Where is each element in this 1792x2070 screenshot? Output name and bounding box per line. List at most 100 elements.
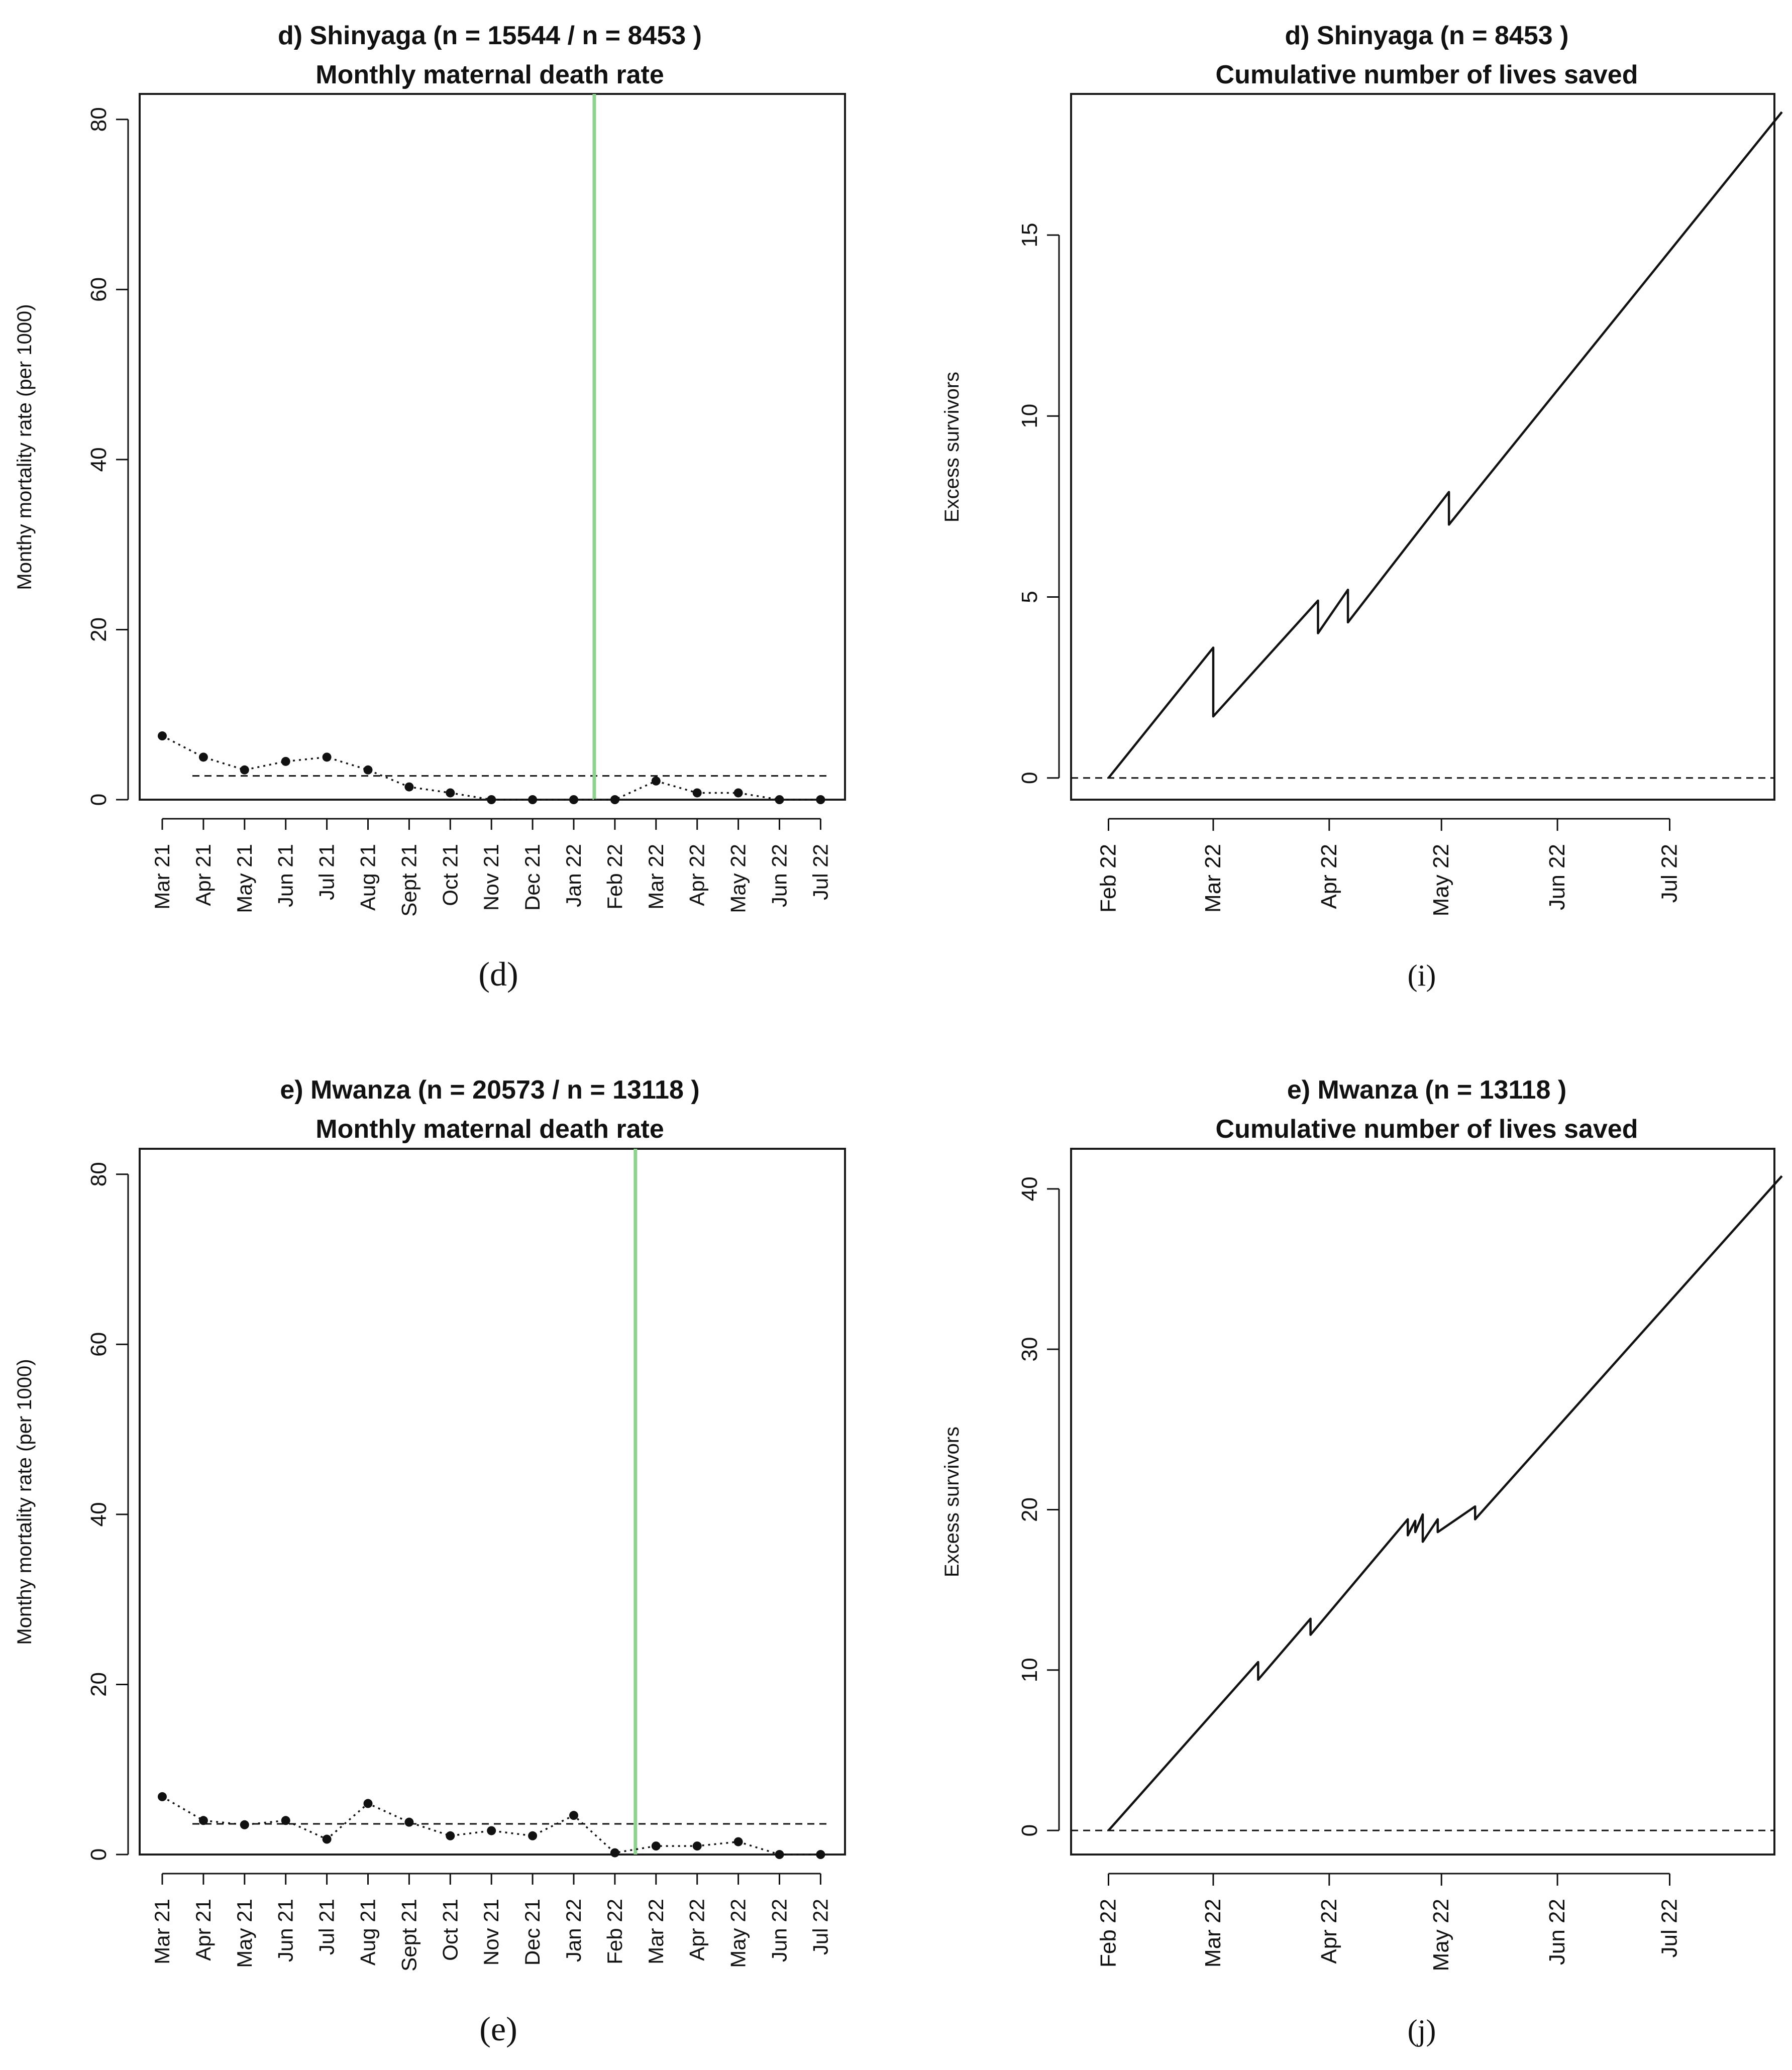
panel-d-plot-area — [158, 94, 830, 804]
data-point — [446, 788, 455, 798]
x-tick-label: Jun 22 — [768, 1899, 791, 1962]
panel-i-caption: (i) — [1408, 959, 1436, 992]
panel-d-plot-frame — [139, 93, 846, 801]
data-point — [610, 1848, 619, 1858]
panel-i-plot-frame — [1070, 93, 1775, 801]
data-point — [692, 788, 702, 798]
panel-d-y-axis: 0 20 40 60 80 — [86, 107, 129, 806]
x-tick-label: May 22 — [726, 844, 750, 913]
panel-i-y-axis: 0 5 10 15 — [1017, 223, 1060, 784]
data-point — [158, 731, 167, 741]
x-tick-label: Feb 22 — [1096, 844, 1120, 913]
y-tick-label: 60 — [86, 1332, 111, 1357]
data-point — [569, 1811, 578, 1820]
x-tick-label: Aug 21 — [356, 844, 380, 911]
data-point — [569, 795, 578, 804]
data-point — [198, 752, 208, 762]
y-tick-label: 0 — [1017, 1824, 1042, 1836]
x-tick-label: Mar 22 — [1201, 844, 1225, 913]
panel-d-caption: (d) — [478, 955, 518, 993]
x-tick-label: Apr 22 — [685, 844, 709, 906]
x-tick-label: Oct 21 — [438, 1899, 462, 1961]
data-point — [363, 1799, 373, 1808]
x-tick-label: Jun 22 — [1545, 844, 1569, 910]
x-tick-label: Dec 21 — [520, 1899, 544, 1966]
x-tick-label: Dec 21 — [520, 844, 544, 911]
data-point — [322, 1834, 332, 1844]
x-tick-label: Aug 21 — [356, 1899, 380, 1966]
panel-j-caption: (j) — [1408, 2014, 1436, 2047]
series-line — [162, 735, 821, 801]
panel-d-shinyaga-mortality: d) Shinyaga (n = 15544 / n = 8453 ) Mont… — [14, 21, 846, 993]
y-tick-label: 10 — [1017, 1658, 1042, 1682]
x-tick-label: Feb 22 — [1096, 1899, 1120, 1968]
panel-i-ylabel: Excess survivors — [941, 372, 963, 522]
panel-i-title: d) Shinyaga (n = 8453 ) — [1285, 21, 1569, 50]
x-tick-label: May 21 — [233, 844, 256, 913]
data-point — [281, 1816, 290, 1825]
data-point — [528, 795, 538, 804]
x-tick-label: Mar 21 — [150, 1899, 174, 1965]
data-point — [240, 765, 249, 775]
panel-d-subtitle: Monthly maternal death rate — [315, 60, 664, 89]
y-tick-label: 40 — [86, 447, 111, 472]
x-tick-label: Apr 22 — [1317, 1899, 1341, 1964]
y-tick-label: 30 — [1017, 1337, 1042, 1362]
x-tick-label: Mar 22 — [644, 1899, 668, 1965]
data-point — [363, 765, 373, 775]
data-point — [733, 1837, 743, 1846]
data-point — [446, 1831, 455, 1840]
x-tick-label: Jul 22 — [808, 844, 832, 900]
data-point — [816, 795, 825, 804]
series-line — [1107, 1175, 1783, 1831]
data-point — [404, 1817, 414, 1827]
y-tick-label: 40 — [86, 1502, 111, 1527]
panel-j-y-axis: 0 10 20 30 40 — [1017, 1176, 1060, 1836]
x-tick-label: Mar 22 — [644, 844, 668, 910]
x-tick-label: Feb 22 — [603, 844, 626, 910]
x-tick-label: Nov 21 — [479, 844, 503, 911]
series-line — [1107, 111, 1783, 779]
x-tick-label: Apr 22 — [685, 1899, 709, 1961]
x-tick-label: May 22 — [1429, 844, 1453, 916]
x-tick-label: Jun 21 — [274, 1899, 297, 1962]
y-tick-label: 40 — [1017, 1176, 1042, 1201]
panel-j-subtitle: Cumulative number of lives saved — [1216, 1115, 1638, 1144]
panel-e-y-axis: 0 20 40 60 80 — [86, 1162, 129, 1861]
y-tick-label: 20 — [86, 1672, 111, 1697]
panel-j-x-axis: Feb 22 Mar 22 Apr 22 May 22 Jun 22 Jul 22 — [1096, 1873, 1681, 1971]
data-point — [775, 795, 784, 804]
y-tick-label: 15 — [1017, 223, 1042, 248]
panel-i-plot-area — [1071, 111, 1783, 779]
panel-e-plot-area — [158, 1149, 830, 1859]
data-point — [158, 1792, 167, 1801]
data-point — [281, 756, 290, 766]
panel-e-title: e) Mwanza (n = 20573 / n = 13118 ) — [280, 1075, 699, 1105]
panel-e-mwanza-mortality: e) Mwanza (n = 20573 / n = 13118 ) Month… — [14, 1075, 846, 2048]
y-tick-label: 20 — [1017, 1497, 1042, 1522]
x-tick-label: May 21 — [233, 1899, 256, 1968]
panel-d-ylabel: Monthy mortality rate (per 1000) — [14, 304, 36, 590]
panel-e-caption: (e) — [479, 2010, 517, 2048]
y-tick-label: 80 — [86, 1162, 111, 1186]
data-point — [733, 788, 743, 798]
data-point — [651, 776, 661, 786]
x-tick-label: Jul 22 — [1657, 1899, 1681, 1957]
y-tick-label: 5 — [1017, 591, 1042, 603]
x-tick-label: Jun 22 — [768, 844, 791, 907]
y-tick-label: 10 — [1017, 404, 1042, 428]
x-tick-label: Jul 22 — [808, 1899, 832, 1955]
y-tick-label: 0 — [86, 1848, 111, 1861]
y-tick-label: 20 — [86, 617, 111, 642]
data-point — [528, 1831, 538, 1840]
panel-j-mwanza-lives-saved: e) Mwanza (n = 13118 ) Cumulative number… — [941, 1075, 1783, 2047]
data-point — [610, 795, 619, 804]
panel-e-ylabel: Monthy mortality rate (per 1000) — [14, 1359, 36, 1645]
x-tick-label: Mar 22 — [1201, 1899, 1225, 1968]
x-tick-label: Apr 22 — [1317, 844, 1341, 909]
series-line — [162, 1796, 821, 1856]
x-tick-label: Jan 22 — [562, 844, 585, 907]
y-tick-label: 60 — [86, 277, 111, 302]
y-tick-label: 0 — [1017, 772, 1042, 784]
